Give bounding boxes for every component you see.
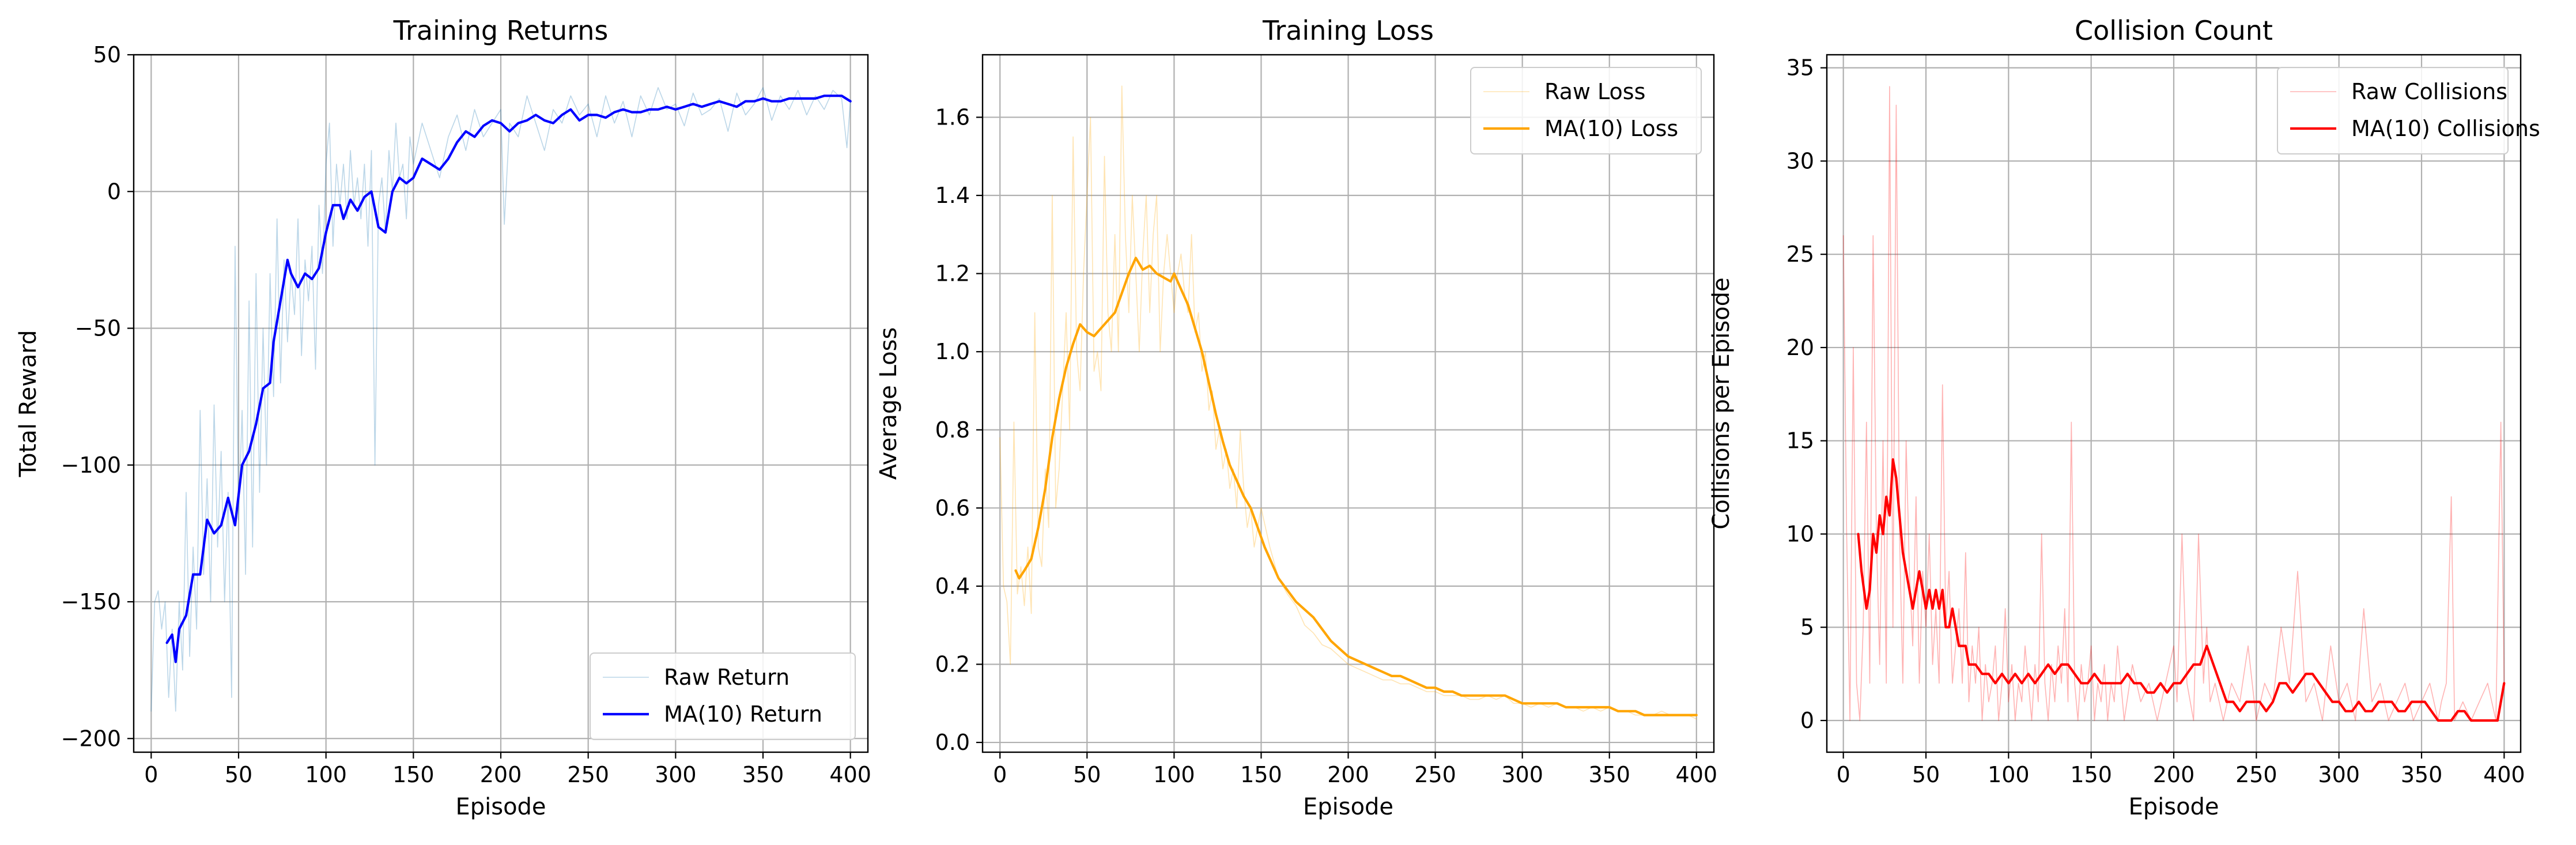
x-tick-label: 400 — [829, 762, 871, 787]
series-line-ma — [165, 95, 852, 663]
x-tick-label: 100 — [1988, 762, 2030, 787]
x-tick-label: 200 — [1327, 762, 1369, 787]
y-tick-label: 20 — [1786, 335, 1814, 360]
gridlines — [1827, 55, 2521, 752]
y-tick-label: 1.0 — [935, 339, 970, 364]
legend-label: Raw Loss — [1544, 79, 1645, 104]
y-tick-label: 0.0 — [935, 730, 970, 755]
y-axis-label: Total Reward — [15, 330, 41, 477]
panel-returns: 0 50 100 150 200 250 300 350 400 −200 −150 −100 −50 0… — [15, 15, 871, 820]
chart-title: Training Loss — [1262, 15, 1434, 46]
y-tick-label: 15 — [1786, 428, 1814, 454]
x-tick-label: 50 — [225, 762, 252, 787]
legend: Raw Loss MA(10) Loss — [1470, 67, 1702, 154]
x-axis-label: Episode — [1303, 794, 1393, 820]
y-tick-label: 0 — [107, 179, 121, 204]
x-tick-label: 250 — [1414, 762, 1456, 787]
y-tick-label: 10 — [1786, 521, 1814, 546]
x-tick-label: 50 — [1073, 762, 1101, 787]
y-tick-label: 1.2 — [935, 261, 970, 286]
series-line-ma — [1857, 458, 2506, 722]
y-tick-label: 35 — [1786, 55, 1814, 81]
x-tick-label: 200 — [2153, 762, 2195, 787]
y-tick-label: 0.6 — [935, 495, 970, 520]
legend-label: Raw Return — [664, 665, 790, 690]
y-tick-label: 1.4 — [935, 183, 970, 208]
legend: Raw Return MA(10) Return — [590, 652, 856, 740]
y-tick-label: 5 — [1800, 614, 1814, 640]
x-tick-label: 350 — [742, 762, 784, 787]
series-line-raw — [150, 87, 851, 712]
y-tick-label: 0.8 — [935, 417, 970, 443]
y-tick-label: −50 — [75, 316, 121, 341]
y-tick-label: 0.4 — [935, 574, 970, 599]
y-tick-label: 0.2 — [935, 651, 970, 677]
x-tick-label: 150 — [2070, 762, 2112, 787]
x-tick-label: 400 — [2483, 762, 2525, 787]
series-line-ma — [1014, 256, 1698, 716]
x-tick-label: 400 — [1676, 762, 1718, 787]
x-tick-label: 150 — [1240, 762, 1282, 787]
y-tick-label: 25 — [1786, 242, 1814, 267]
x-tick-label: 250 — [2235, 762, 2277, 787]
x-axis-label: Episode — [455, 794, 546, 820]
y-tick-label: 50 — [93, 42, 121, 67]
x-tick-label: 0 — [144, 762, 158, 787]
x-tick-label: 150 — [392, 762, 435, 787]
x-tick-label: 100 — [1153, 762, 1195, 787]
legend-label: Raw Collisions — [2351, 79, 2507, 104]
x-tick-label: 100 — [305, 762, 347, 787]
legend-label: MA(10) Collisions — [2351, 116, 2540, 141]
chart-title: Collision Count — [2075, 15, 2273, 46]
x-tick-label: 200 — [480, 762, 522, 787]
legend-box — [1470, 67, 1702, 154]
y-tick-label: 1.6 — [935, 104, 970, 130]
x-tick-label: 0 — [1837, 762, 1850, 787]
x-tick-label: 300 — [655, 762, 697, 787]
y-tick-label: 30 — [1786, 148, 1814, 173]
x-axis-label: Episode — [2128, 794, 2219, 820]
y-tick-label: −100 — [61, 452, 121, 478]
gridlines — [983, 55, 1714, 752]
legend: Raw Collisions MA(10) Collisions — [2277, 67, 2540, 154]
x-tick-label: 300 — [2318, 762, 2360, 787]
series-line-raw — [999, 85, 1697, 720]
x-tick-label: 0 — [993, 762, 1007, 787]
panel-collisions: 0 50 100 150 200 250 300 350 400 0 5 10 15 20 25 30 35 Co… — [1708, 15, 2540, 820]
legend-label: MA(10) Loss — [1544, 116, 1678, 141]
x-tick-label: 250 — [567, 762, 609, 787]
panel-loss: 0 50 100 150 200 250 300 350 400 0.0 0.2 0.4 0.6 0.8 1… — [875, 15, 1717, 820]
gridlines — [134, 54, 868, 752]
legend-box — [2277, 67, 2509, 154]
y-axis-label: Collisions per Episode — [1708, 277, 1735, 529]
x-tick-label: 50 — [1912, 762, 1940, 787]
y-tick-label: −200 — [61, 726, 121, 751]
x-tick-label: 350 — [2401, 762, 2443, 787]
x-tick-label: 350 — [1588, 762, 1630, 787]
x-tick-label: 300 — [1501, 762, 1543, 787]
y-axis-label: Average Loss — [875, 327, 902, 480]
legend-box — [590, 652, 856, 740]
y-tick-label: 0 — [1800, 708, 1814, 733]
y-tick-label: −150 — [61, 589, 121, 614]
legend-label: MA(10) Return — [664, 701, 822, 727]
chart-title: Training Returns — [393, 15, 609, 46]
